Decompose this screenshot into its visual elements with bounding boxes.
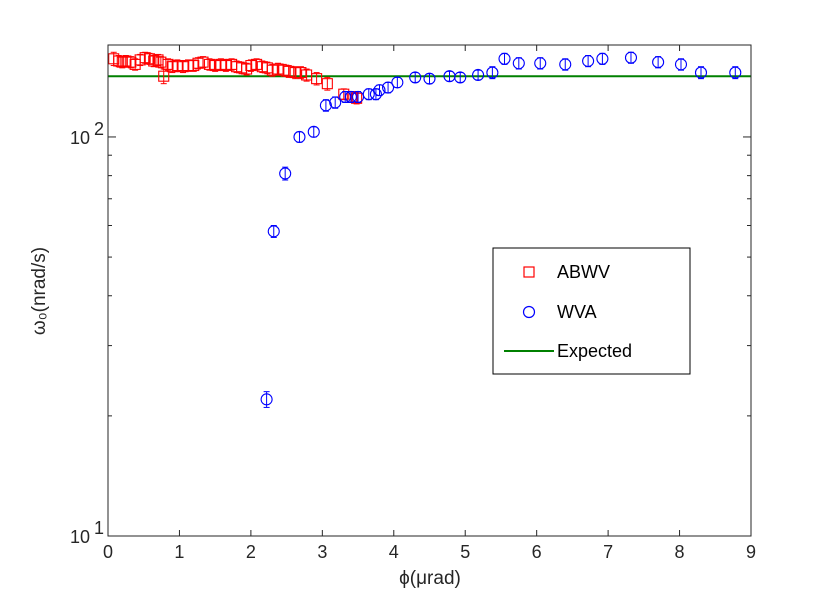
abwv-point — [197, 56, 209, 68]
wva-point — [486, 66, 499, 79]
abwv-point — [155, 56, 167, 68]
abwv-point — [116, 56, 128, 68]
wva-point — [729, 66, 742, 79]
abwv-point — [283, 65, 295, 77]
wva-point — [694, 66, 708, 79]
abwv-point — [272, 63, 284, 75]
wva-point — [652, 56, 665, 69]
x-tick-label: 0 — [103, 542, 113, 562]
wva-point — [369, 88, 382, 101]
abwv-point — [171, 59, 183, 72]
x-tick-label: 3 — [317, 542, 327, 562]
abwv-point — [188, 59, 200, 72]
abwv-point — [203, 58, 216, 70]
x-axis-label: ϕ(μrad) — [399, 568, 461, 589]
abwv-point — [338, 88, 350, 100]
wva-point — [454, 71, 467, 84]
wva-point — [267, 225, 280, 238]
x-tick-label: 9 — [746, 542, 756, 562]
wva-point — [498, 52, 511, 65]
wva-point — [319, 99, 332, 112]
abwv-point — [321, 78, 333, 90]
legend-wva-marker — [522, 305, 536, 319]
abwv-point — [311, 73, 323, 85]
legend-wva-label: WVA — [557, 302, 597, 322]
legend-abwv-marker — [523, 266, 535, 278]
abwv-point — [148, 55, 160, 67]
abwv-point — [113, 55, 125, 67]
axes — [107, 44, 752, 537]
abwv-point — [209, 59, 221, 72]
wva-point — [279, 167, 292, 180]
x-tick-label: 1 — [174, 542, 184, 562]
wva-point — [260, 393, 273, 406]
y-axis-label: ω₀(nrad/s) — [29, 247, 50, 335]
wva-point — [674, 58, 688, 71]
wva-point — [559, 58, 572, 71]
wva-point — [582, 54, 595, 68]
y-tick-label-exponent: 1 — [94, 518, 104, 538]
wva-point — [391, 76, 404, 89]
x-tick-label: 5 — [460, 542, 470, 562]
abwv-point — [289, 67, 301, 79]
abwv-point — [251, 58, 263, 70]
abwv-point — [295, 67, 307, 79]
abwv-point — [143, 53, 155, 65]
legend: ABWV WVA Expected — [492, 247, 691, 375]
abwv-point — [158, 70, 170, 82]
abwv-point — [266, 64, 278, 76]
wva-point — [596, 52, 609, 65]
abwv-point — [125, 56, 137, 68]
wva-point — [382, 81, 395, 94]
legend-expected-label: Expected — [557, 341, 632, 361]
x-tick-label: 7 — [603, 542, 613, 562]
wva-point — [307, 125, 320, 138]
abwv-point — [139, 52, 151, 64]
x-tick-label: 4 — [389, 542, 399, 562]
wva-point — [293, 130, 306, 144]
x-tick-label: 2 — [246, 542, 256, 562]
y-tick-label-base: 10 — [70, 527, 90, 547]
wva-point — [344, 90, 357, 103]
legend-box — [492, 247, 691, 375]
wva-point — [362, 88, 375, 101]
wva-point — [409, 71, 422, 84]
axes-frame — [107, 44, 752, 537]
y-tick-label-exponent: 2 — [94, 119, 104, 139]
y-tick-label-base: 10 — [70, 128, 90, 148]
wva-point — [472, 68, 485, 82]
wva-point — [329, 96, 342, 109]
abwv-point — [245, 59, 257, 72]
wva-point — [534, 57, 547, 70]
x-tick-label: 8 — [675, 542, 685, 562]
abwv-point — [162, 58, 174, 70]
abwv-point — [220, 59, 232, 72]
wva-series — [260, 51, 742, 408]
wva-point — [373, 84, 386, 97]
wva-point — [423, 72, 436, 85]
data-layer — [108, 51, 751, 408]
x-tick-label: 6 — [532, 542, 542, 562]
legend-abwv-label: ABWV — [557, 262, 610, 282]
wva-point — [512, 57, 525, 70]
wva-point — [624, 51, 638, 64]
abwv-point — [351, 92, 363, 104]
